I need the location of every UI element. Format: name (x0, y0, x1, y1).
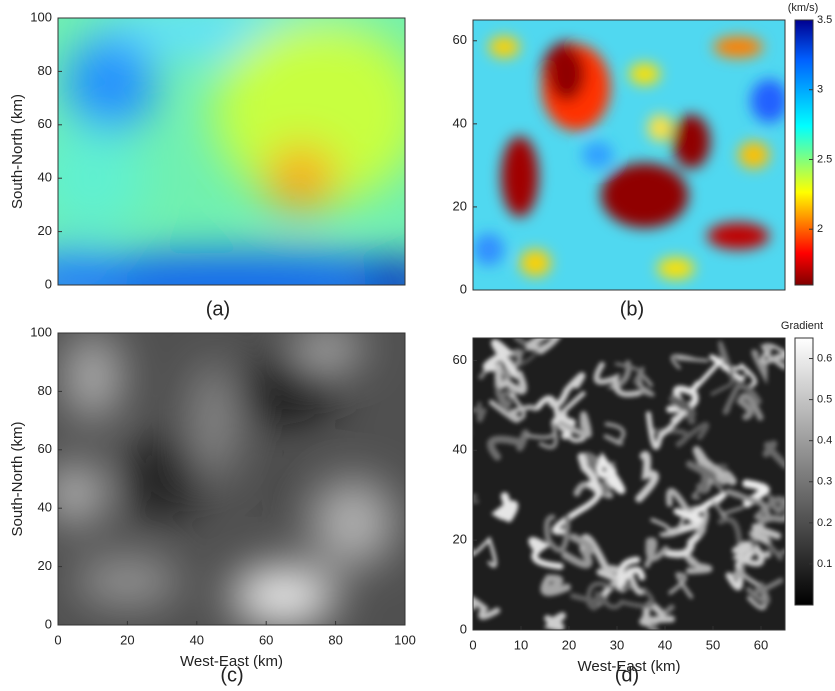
heatmap-blob (41, 125, 145, 232)
x-tick-label: 40 (658, 637, 672, 652)
y-tick-label: 20 (453, 532, 467, 547)
heatmap-blob (707, 223, 769, 250)
colorbar-tick-label: 2.5 (817, 153, 832, 165)
x-tick-label: 100 (394, 632, 416, 647)
x-tick-label: 0 (469, 637, 476, 652)
heatmap-blob (520, 250, 551, 277)
panel: 0 20 40 60 80 100 South-North (km) (a) (0, 5, 474, 321)
panel-caption: (b) (620, 298, 644, 320)
colorbar-label: (km/s) (788, 2, 819, 14)
y-tick-label: 20 (38, 223, 52, 238)
y-tick-label: 80 (38, 383, 52, 398)
heatmap-blob (657, 258, 694, 280)
colorbar (795, 20, 813, 285)
x-tick-label: 30 (610, 637, 624, 652)
x-tick-label: 80 (328, 632, 342, 647)
colorbar-tick-label: 0.6 (817, 352, 832, 364)
x-tick-label: 10 (514, 637, 528, 652)
y-tick-label: 60 (38, 441, 52, 456)
panel-caption: (d) (615, 664, 639, 686)
y-tick-label: 40 (453, 442, 467, 457)
heatmap-blob (65, 333, 121, 421)
colorbar (795, 338, 813, 605)
y-axis-label: South-North (km) (9, 94, 26, 209)
heatmap-blob (120, 435, 203, 523)
colorbar-tick-label: 3.5 (817, 14, 832, 26)
panel-caption: (a) (206, 298, 230, 320)
y-tick-label: 100 (30, 9, 52, 24)
y-tick-label: 0 (460, 621, 467, 636)
y-tick-label: 0 (45, 616, 52, 631)
heatmap-blob (231, 567, 335, 625)
heatmap-blob (193, 362, 235, 479)
heatmap-image (48, 333, 405, 625)
heatmap-blob (489, 36, 520, 58)
panel-caption: (c) (220, 664, 243, 686)
y-tick-label: 20 (38, 558, 52, 573)
y-tick-label: 100 (30, 324, 52, 339)
y-tick-label: 40 (38, 170, 52, 185)
colorbar-tick-label: 0.3 (817, 476, 832, 488)
colorbar-tick-label: 3 (817, 84, 823, 96)
y-tick-label: 60 (453, 32, 467, 47)
heatmap-blob (65, 37, 155, 133)
colorbar-label: Gradient (781, 320, 823, 332)
x-tick-label: 50 (706, 637, 720, 652)
heatmap-blob (601, 163, 688, 228)
colorbar-tick-label: 0.1 (817, 558, 832, 570)
y-tick-label: 40 (38, 500, 52, 515)
y-tick-label: 0 (45, 276, 52, 291)
heatmap-blob (294, 333, 363, 362)
y-tick-label: 40 (453, 115, 467, 130)
y-tick-label: 60 (453, 352, 467, 367)
panel: 0 20 40 60 80 100 0 20 40 60 80 100 South-North (km)… (9, 324, 416, 686)
colorbar-tick-label: 0.5 (817, 394, 832, 406)
heatmap-blob (751, 79, 788, 122)
x-tick-label: 20 (562, 637, 576, 652)
heatmap-blob (231, 356, 335, 426)
x-tick-label: 60 (259, 632, 273, 647)
x-tick-label: 60 (754, 637, 768, 652)
heatmap-blob (738, 142, 769, 169)
heatmap-image (0, 5, 474, 317)
panel: 0 20 40 60 (b) 2 2.5 3 3.5(km/s) (453, 2, 833, 320)
y-tick-label: 0 (460, 281, 467, 296)
heatmap-blob (75, 558, 179, 605)
heatmap-blob (23, 250, 127, 293)
y-tick-label: 20 (453, 198, 467, 213)
colorbar-tick-label: 0.2 (817, 517, 832, 529)
x-tick-label: 40 (190, 632, 204, 647)
colorbar-tick-label: 2 (817, 223, 823, 235)
colorbar-tick-label: 0.4 (817, 435, 832, 447)
heatmap-blob (673, 115, 710, 169)
heatmap-blob (548, 47, 585, 101)
heatmap-blob (280, 479, 301, 508)
heatmap-blob (648, 115, 673, 142)
y-tick-label: 60 (38, 116, 52, 131)
heatmap-blob (266, 146, 335, 210)
y-tick-label: 80 (38, 63, 52, 78)
heatmap-blob (311, 479, 394, 567)
x-tick-label: 20 (120, 632, 134, 647)
heatmap-blob (713, 36, 763, 58)
x-tick-label: 0 (54, 632, 61, 647)
heatmap-blob (501, 136, 538, 217)
y-axis-label: South-North (km) (9, 421, 26, 536)
page: 020406080100South-North (km)(a)0204060(b… (0, 0, 835, 691)
heatmap-blob (582, 142, 613, 169)
figure: 020406080100South-North (km)(a)0204060(b… (0, 0, 835, 691)
heatmap-image (473, 20, 788, 290)
gradient-ridge (548, 616, 563, 628)
heatmap-blob (48, 464, 104, 522)
heatmap-blob (629, 63, 660, 85)
heatmap-image (460, 315, 811, 634)
heatmap-blob (473, 233, 504, 265)
